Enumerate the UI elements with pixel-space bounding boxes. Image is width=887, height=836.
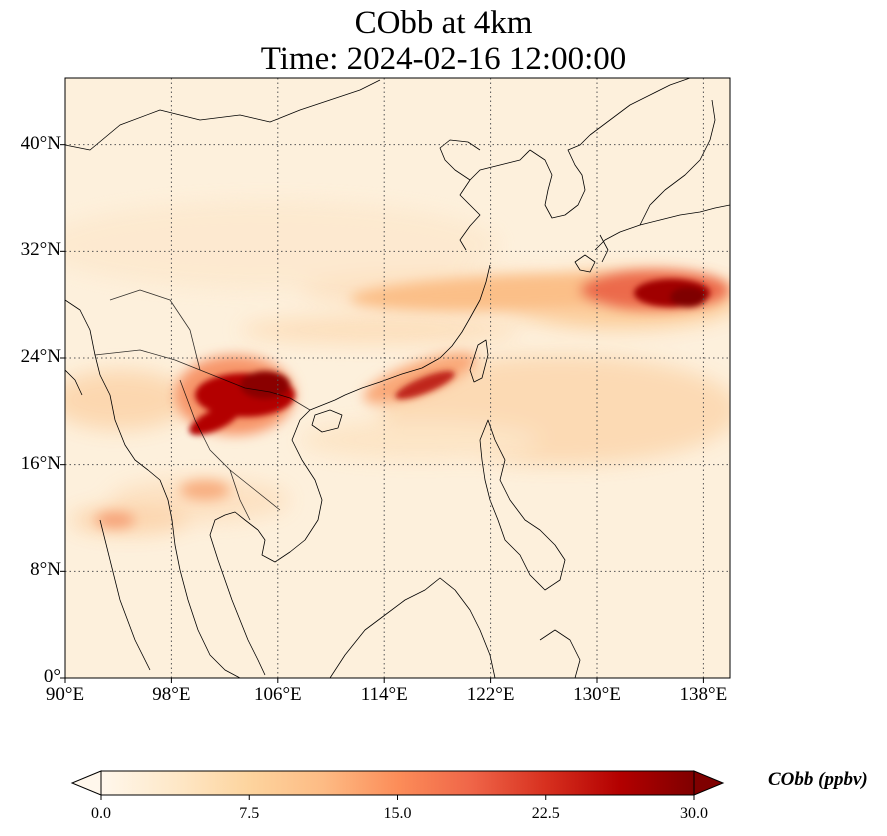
gridlines [65, 78, 730, 678]
lon-tick-label: 90°E [45, 684, 85, 705]
coastlines [65, 78, 730, 678]
colorbar-tick-label: 0.0 [91, 805, 111, 822]
lon-tick-label: 106°E [253, 684, 302, 705]
colorbar-title: CObb (ppbv) [768, 769, 868, 790]
lon-tick-label: 138°E [679, 684, 728, 705]
co-field [65, 78, 730, 678]
map-frame [64, 77, 731, 679]
colorbar-tick-label: 15.0 [383, 805, 412, 822]
lat-tick-label: 32°N [20, 239, 61, 261]
lon-tick-label: 130°E [573, 684, 621, 705]
lat-tick-label: 24°N [20, 346, 61, 367]
lat-tick-label: 16°N [20, 452, 61, 474]
colorbar-tick-label: 30.0 [680, 805, 708, 822]
colorbar-tick-label: 7.5 [239, 805, 260, 822]
strong-plumes [189, 279, 710, 435]
title-line-1: CObb at 4km [354, 5, 533, 41]
title-line-2: Time: 2024-02-16 12:00:00 [260, 41, 627, 77]
colorbar-extend-min [70, 770, 102, 796]
lat-tick-label: 40°N [20, 132, 61, 154]
lat-tick-label: 0° [43, 666, 61, 687]
tick-marks [60, 144, 704, 683]
colorbar-extend-max [693, 770, 725, 796]
lat-tick-label: 8°N [30, 559, 61, 581]
colorbar-tick-label: 22.5 [531, 805, 560, 822]
lon-tick-label: 114°E [360, 684, 408, 705]
lon-tick-label: 98°E [152, 684, 191, 705]
colorbar-gradient [101, 771, 694, 795]
colorbar [70, 770, 725, 800]
lon-tick-label: 122°E [466, 684, 515, 705]
